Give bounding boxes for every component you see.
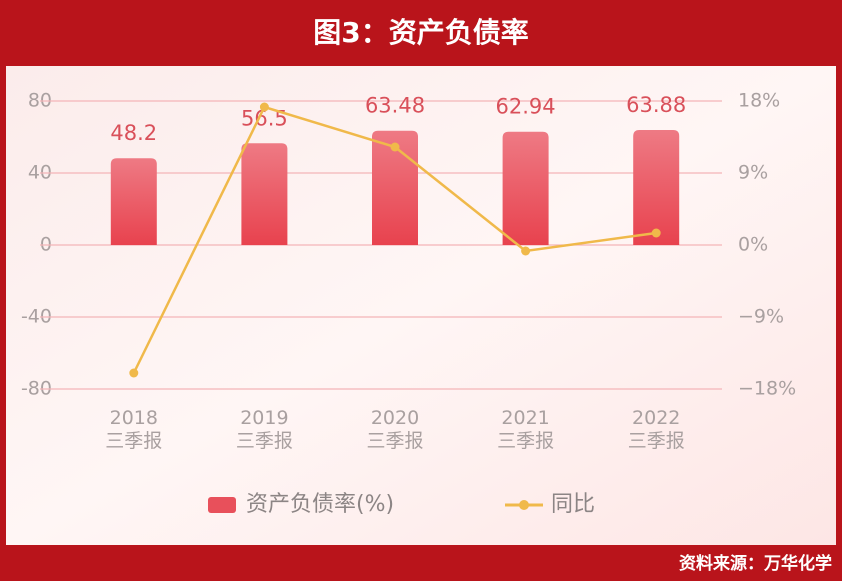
value-label: 48.2 (110, 121, 157, 145)
x-tick-label: 2019 三季报 (236, 407, 293, 452)
bar (241, 143, 288, 245)
x-tick-label: 2018 三季报 (105, 407, 162, 452)
line-point (129, 368, 139, 378)
value-label: 62.94 (496, 95, 556, 119)
x-tick-label: 2021 三季报 (497, 407, 554, 452)
legend-swatch (208, 497, 236, 513)
panel (6, 66, 836, 545)
y2-tick-label: 18% (738, 90, 780, 112)
line-point (521, 246, 531, 256)
value-label: 63.88 (626, 93, 686, 117)
x-tick-line: 2021 (501, 407, 549, 429)
x-tick-label: 2020 三季报 (366, 407, 423, 452)
legend-swatch (519, 500, 529, 510)
bar (372, 130, 418, 245)
value-label: 63.48 (365, 94, 425, 118)
y-tick-label: 80 (28, 90, 52, 112)
legend-label: 资产负债率(%) (246, 492, 394, 517)
y2-tick-label: 9% (738, 162, 768, 184)
x-tick-line: 三季报 (105, 430, 162, 452)
y2-tick-label: 0% (738, 234, 768, 256)
bar (502, 131, 549, 245)
x-tick-line: 2019 (240, 407, 288, 429)
y2-tick-label: −9% (738, 306, 784, 328)
line-point (651, 228, 661, 238)
x-tick-line: 三季报 (236, 430, 293, 452)
y-tick-label: 40 (28, 162, 52, 184)
x-tick-line: 三季报 (628, 430, 685, 452)
x-tick-line: 2020 (371, 407, 419, 429)
x-tick-line: 2022 (632, 407, 680, 429)
x-tick-line: 2018 (110, 407, 158, 429)
x-tick-label: 2022 三季报 (628, 407, 685, 452)
bar (110, 158, 157, 245)
line-point (390, 142, 400, 152)
chart-title: 图3：资产负债率 (313, 16, 528, 49)
x-tick-line: 三季报 (497, 430, 554, 452)
y2-tick-label: −18% (738, 378, 796, 400)
y-tick-label: -80 (21, 378, 52, 400)
line-point (259, 102, 269, 112)
legend-label: 同比 (551, 492, 595, 517)
bar (633, 130, 680, 245)
source-note: 资料来源：万华化学 (679, 553, 832, 574)
x-tick-line: 三季报 (366, 430, 423, 452)
y-tick-label: -40 (21, 306, 52, 328)
